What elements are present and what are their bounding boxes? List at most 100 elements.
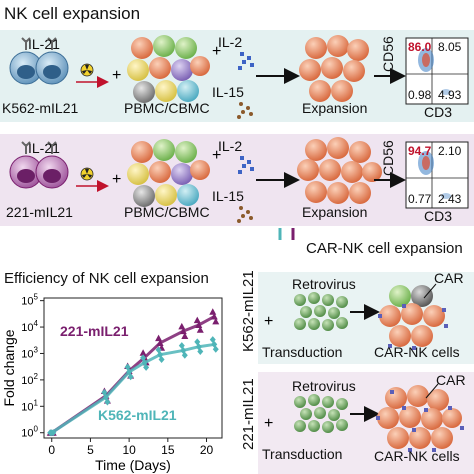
- 221-feeder-cells: [9, 141, 69, 189]
- car-side-label-1: K562-mIL21: [240, 270, 257, 352]
- retrovirus-icon: [294, 394, 348, 433]
- x-axis-label: Time (Days): [95, 457, 171, 473]
- plus-icon: +: [264, 313, 273, 330]
- y-tick-label: 102: [21, 372, 38, 387]
- data-point: [104, 398, 111, 406]
- data-point: [211, 340, 218, 348]
- flow-quadrant-br: 2.43: [438, 192, 462, 206]
- il2-dots-icon: [238, 156, 254, 174]
- pbmc-cluster: [127, 35, 210, 103]
- series-label: K562-mIL21: [98, 407, 177, 423]
- flow-cytometry-plot-1: [405, 37, 469, 105]
- data-point: [50, 429, 57, 437]
- k562-feeder-cells: [9, 37, 69, 85]
- il21-receptor-icon: [21, 141, 57, 154]
- fold-change-chart: 0 5 10 15 20 100 101 102 103 104 105 Time (Days) Fol…: [1, 293, 223, 473]
- flow-quadrant-bl: 0.77: [408, 192, 432, 206]
- data-point: [195, 321, 203, 328]
- il15-label: IL-15: [212, 84, 244, 100]
- x-tick-label: 0: [48, 443, 55, 457]
- car-nk-cluster: [376, 385, 464, 452]
- car-arrows: [278, 228, 295, 240]
- data-point: [209, 308, 217, 315]
- y-axis-label: Fold change: [1, 329, 17, 406]
- data-point: [197, 348, 204, 356]
- feeder-cytokine-label: IL-21: [28, 36, 60, 52]
- y-tick-label: 100: [21, 425, 38, 440]
- data-point: [196, 326, 204, 333]
- data-point: [209, 336, 216, 344]
- data-point: [193, 316, 201, 324]
- series-label: 221-mIL21: [60, 323, 129, 339]
- x-tick-label: 15: [161, 443, 175, 457]
- car-label: CAR: [434, 270, 464, 286]
- flow-xlabel: CD3: [424, 208, 453, 224]
- flow-quadrant-br: 4.93: [438, 88, 462, 102]
- data-point: [102, 393, 109, 401]
- x-tick-label: 10: [122, 443, 136, 457]
- radiation-icon: [80, 167, 94, 181]
- il2-label: IL-2: [218, 138, 243, 154]
- plus-icon: +: [212, 43, 221, 60]
- flow-ylabel: CD56: [380, 140, 396, 176]
- series-line: [50, 342, 215, 434]
- car-pointer-line: [423, 283, 437, 299]
- y-tick-label: 104: [21, 319, 38, 334]
- retrovirus-label: Retrovirus: [292, 378, 356, 394]
- flow-quadrant-tr: 8.05: [438, 40, 462, 54]
- plus-icon: +: [112, 67, 121, 84]
- y-tick-label: 101: [21, 398, 38, 413]
- data-point: [156, 339, 164, 346]
- chart-title: Efficiency of NK cell expansion: [4, 270, 209, 287]
- plus-icon: +: [264, 415, 273, 432]
- feeder-cell-label: K562-mIL21: [2, 100, 79, 116]
- radiation-icon: [80, 63, 94, 77]
- il2-label: IL-2: [218, 34, 243, 50]
- retrovirus-label: Retrovirus: [292, 276, 356, 292]
- feeder-cell-label: 221-mIL21: [6, 204, 73, 220]
- pbmc-label: PBMC/CBMC: [124, 100, 210, 116]
- data-point: [178, 322, 186, 330]
- pbmc-label: PBMC/CBMC: [124, 204, 210, 220]
- car-section-title: CAR-NK cell expansion: [306, 240, 463, 257]
- car-nk-cluster: [378, 285, 448, 350]
- data-point: [158, 355, 165, 363]
- data-point: [212, 345, 219, 353]
- il2-dots-icon: [238, 52, 254, 70]
- y-tick-label: 103: [21, 345, 38, 360]
- x-tick-label: 20: [200, 443, 214, 457]
- data-point: [179, 327, 187, 335]
- expansion-schematic: + +: [9, 35, 469, 240]
- x-tick-label: 5: [87, 443, 94, 457]
- flow-quadrant-bl: 0.98: [408, 88, 432, 102]
- data-point: [181, 332, 189, 339]
- feeder-cytokine-label: IL-21: [28, 140, 60, 156]
- data-point: [124, 363, 131, 371]
- il15-label: IL-15: [212, 188, 244, 204]
- data-point: [139, 349, 147, 356]
- data-point: [180, 346, 187, 354]
- car-nk-cells-label: CAR-NK cells: [374, 344, 460, 360]
- il15-dots-icon: [237, 206, 253, 223]
- nk-cell-cluster: [299, 35, 369, 102]
- flow-ylabel: CD56: [380, 36, 396, 72]
- expansion-label: Expansion: [302, 100, 368, 116]
- data-point: [143, 363, 150, 371]
- data-point: [155, 334, 163, 342]
- flow-quadrant-tl: 86.0: [408, 40, 432, 54]
- expansion-label: Expansion: [302, 204, 368, 220]
- car-side-label-2: 221-mIL21: [240, 378, 257, 450]
- data-point: [141, 359, 148, 367]
- car-pointer-line: [425, 383, 439, 399]
- il21-receptor-icon: [21, 37, 57, 50]
- plus-icon: +: [212, 147, 221, 164]
- retrovirus-icon: [294, 292, 348, 331]
- transduction-label: Transduction: [262, 344, 343, 360]
- flow-quadrant-tr: 2.10: [438, 144, 462, 158]
- transduction-label: Transduction: [262, 446, 343, 462]
- plus-icon: +: [112, 171, 121, 188]
- il15-dots-icon: [237, 102, 253, 119]
- pbmc-cluster: [127, 139, 210, 207]
- data-point: [181, 351, 188, 359]
